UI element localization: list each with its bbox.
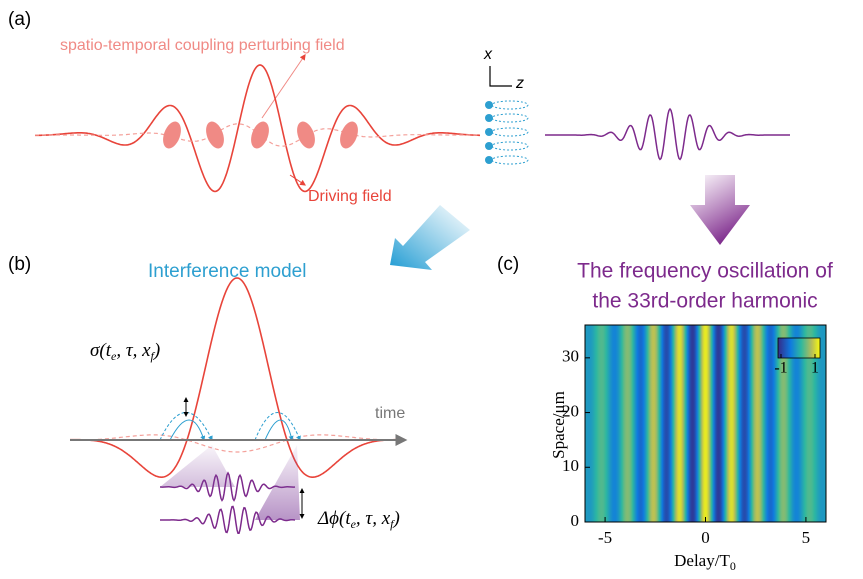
label-part: , τ, x	[356, 508, 391, 529]
orbit	[491, 113, 529, 123]
colorbar-tick-label: 1	[811, 360, 819, 377]
label-part: Delay/T	[674, 551, 730, 570]
wave	[70, 277, 405, 478]
atom	[485, 142, 493, 150]
y-tick-label: 0	[571, 511, 580, 530]
orbit	[491, 127, 529, 137]
perturbation-blob	[206, 121, 224, 149]
perturbation-blob	[297, 121, 315, 149]
panel-label: (b)	[8, 254, 31, 275]
y-tick-label: 10	[562, 456, 579, 475]
y-tick-label: 20	[562, 401, 579, 420]
wave	[69, 434, 405, 453]
label-part: Δϕ(t	[317, 508, 351, 529]
x-axis-label: Delay/T0	[674, 551, 736, 573]
wave	[35, 64, 480, 193]
atom	[485, 156, 493, 164]
wave	[545, 107, 790, 161]
panel-title: The frequency oscillation of	[577, 260, 833, 283]
panel-title: the 33rd-order harmonic	[592, 290, 817, 313]
colorbar	[777, 337, 821, 359]
perturbation-blob	[340, 121, 358, 149]
label-part: )	[153, 340, 160, 361]
x-tick-label: 5	[802, 528, 811, 547]
panel-label: (c)	[497, 254, 519, 275]
transition-arc	[264, 419, 294, 441]
label-part: f	[390, 517, 395, 531]
colorbar-tick-label: -1	[774, 360, 787, 377]
time-label: time	[375, 405, 405, 422]
driving-label: Driving field	[308, 188, 392, 205]
atom	[485, 114, 493, 122]
label-part: σ(t	[90, 340, 112, 361]
pointer	[289, 174, 306, 186]
transition-arc	[169, 419, 206, 441]
transition-arc	[254, 412, 301, 441]
atom	[485, 101, 493, 109]
atom	[485, 128, 493, 136]
orbit	[491, 100, 529, 110]
purple-arrow	[690, 175, 750, 245]
x-tick-label: 0	[701, 528, 710, 547]
pointer	[261, 54, 306, 119]
panel-title: Interference model	[148, 261, 306, 282]
perturbation-blob	[251, 121, 269, 149]
label-part: , τ, x	[116, 340, 151, 361]
axis-x-label: x	[483, 46, 493, 63]
label-part: 0	[730, 559, 736, 573]
sigma-label: σ(te, τ, xf)	[90, 340, 160, 362]
label-part: e	[111, 349, 117, 363]
delta-label: Δϕ(te, τ, xf)	[317, 508, 400, 530]
wave	[160, 505, 296, 535]
label-part: e	[351, 517, 357, 531]
x-tick-label: -5	[598, 528, 612, 547]
label-part: f	[151, 349, 156, 363]
perturbation-blob	[163, 121, 181, 149]
axes: -5 0 5 0 10 20 30 -1 1	[562, 347, 819, 547]
wave	[35, 123, 480, 147]
label-part: )	[393, 508, 400, 529]
y-axis-label: Space/μm	[549, 391, 568, 459]
projection	[160, 445, 300, 520]
y-tick-label: 30	[562, 347, 579, 366]
axes-icon	[489, 66, 512, 87]
orbit	[491, 141, 529, 151]
blue-arrow	[390, 205, 470, 270]
orbit	[491, 155, 529, 165]
panel-label: (a)	[8, 9, 31, 30]
perturbing-label: spatio-temporal coupling perturbing fiel…	[60, 37, 345, 54]
axis-z-label: z	[515, 75, 524, 92]
transition-arc	[159, 412, 213, 441]
